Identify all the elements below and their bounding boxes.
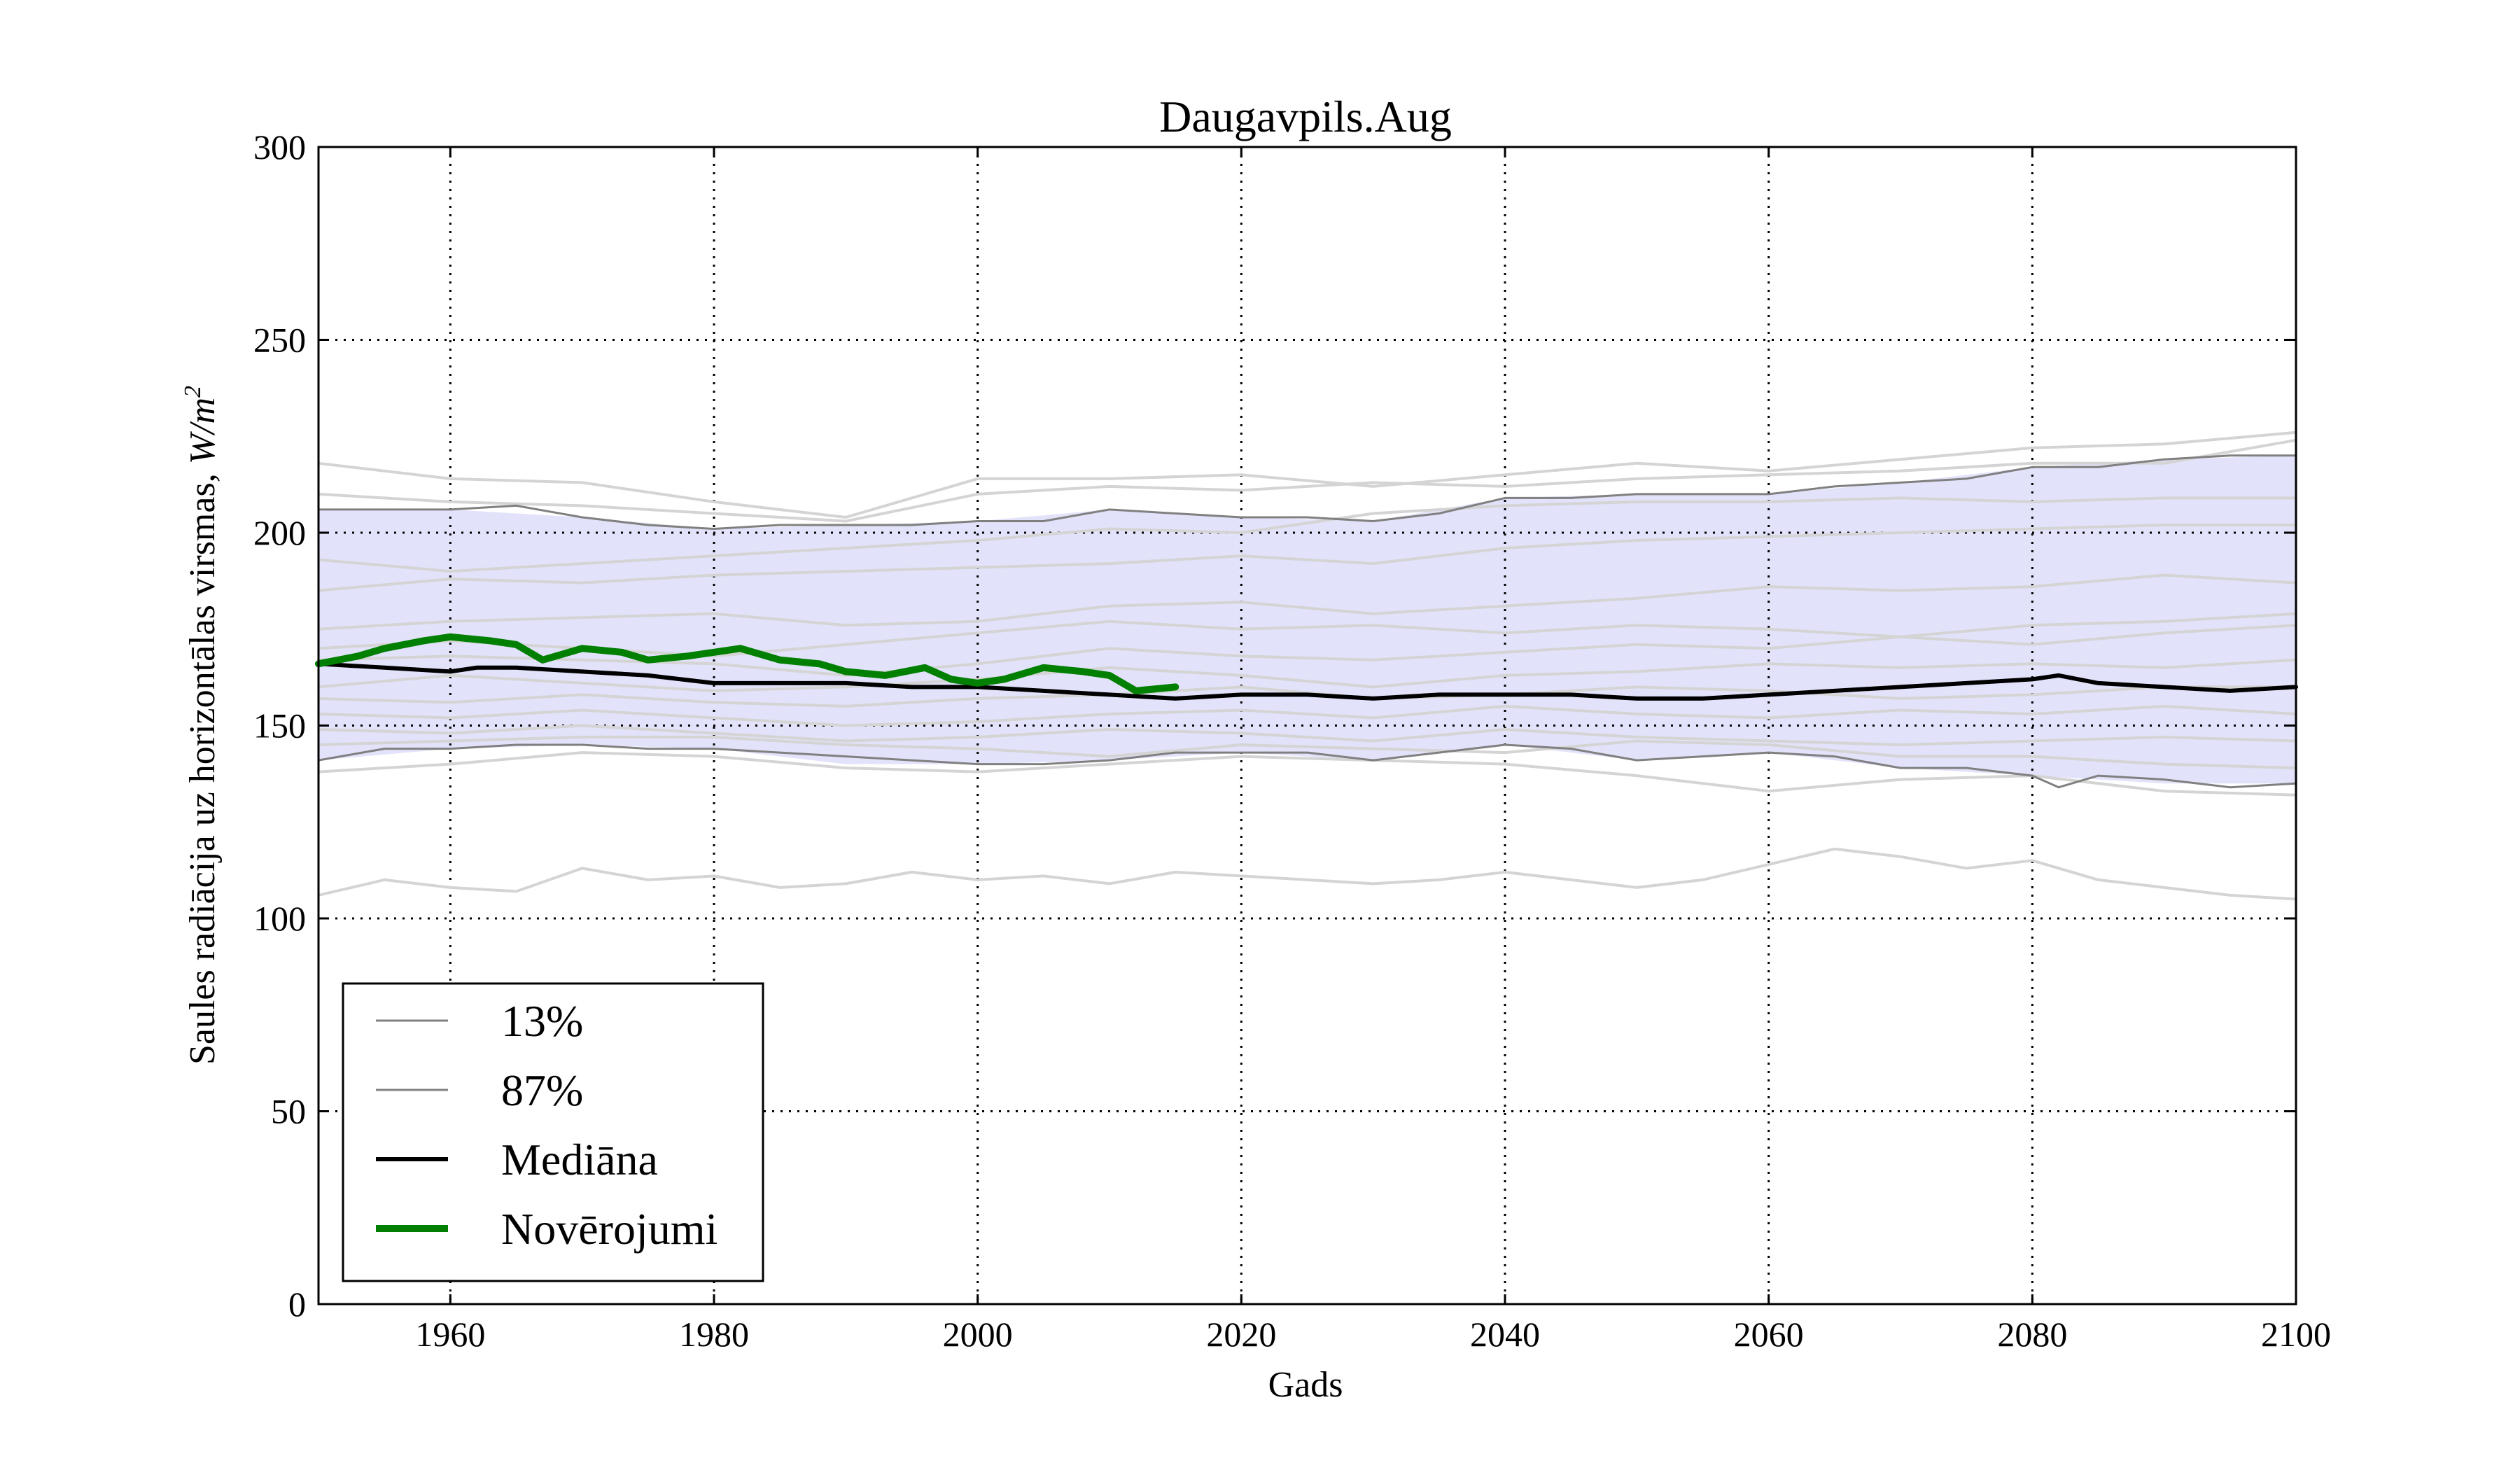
x-tick-labels: 1960 1980 2000 2020 2040 2060 2080 2100: [415, 1315, 2331, 1354]
x-tick-label: 2060: [1734, 1315, 1804, 1354]
ensemble-line-12: [318, 736, 2297, 770]
y-axis-label-unit: W/m: [183, 398, 223, 464]
legend-label-1: 13%: [501, 996, 583, 1046]
percentile-band: [318, 455, 2296, 784]
y-tick-label: 100: [253, 899, 306, 938]
x-tick-label: 2040: [1470, 1315, 1540, 1354]
series-lines: [315, 454, 2298, 789]
ensemble-line-3: [318, 496, 2296, 573]
legend: 13% 87% Mediāna Novērojumi: [342, 982, 764, 1282]
x-tick-label: 1960: [415, 1315, 485, 1354]
y-tick-label: 50: [271, 1092, 306, 1131]
y-tick-label: 250: [253, 321, 306, 360]
percentile-band-area: [318, 455, 2296, 784]
legend-label-3: Mediāna: [501, 1135, 658, 1184]
chart-title: Daugavpils.Aug: [1159, 92, 1452, 141]
y-tick-label: 0: [288, 1284, 306, 1324]
x-tick-label: 2100: [2261, 1315, 2331, 1354]
ensemble-line-10: [318, 704, 2297, 727]
ensemble-line-2: [318, 438, 2297, 523]
ensemble-line-6: [318, 612, 2297, 658]
series-line-1: [317, 743, 2297, 789]
ensemble-line-5: [318, 573, 2297, 631]
series-line-4: [315, 633, 1180, 694]
series-line-3: [316, 662, 2298, 701]
ensemble-line-13: [318, 751, 2297, 797]
x-tick-label: 2020: [1206, 1315, 1276, 1354]
y-tick-label: 200: [253, 513, 306, 552]
x-axis-label: Gads: [1268, 1365, 1343, 1405]
y-tick-label: 150: [253, 706, 306, 746]
y-axis-label-text: Saules radiācija uz horizontālas virsmas…: [183, 464, 223, 1065]
series-line-2: [317, 454, 2297, 530]
ensemble-line-8: [318, 658, 2297, 692]
ensemble-line-4: [318, 524, 2296, 592]
y-tick-label: 300: [253, 127, 306, 167]
tick-marks: [318, 146, 2297, 1306]
x-tick-label: 2080: [1997, 1315, 2067, 1354]
y-tick-labels: 0 50 100 150 200 250 300: [253, 127, 306, 1324]
ensemble-line-1: [318, 430, 2297, 519]
ensemble-line-11: [318, 724, 2297, 746]
legend-label-4: Novērojumi: [501, 1204, 718, 1254]
y-axis-label-exponent: 2: [180, 386, 206, 398]
x-tick-label: 1980: [679, 1315, 749, 1354]
y-axis-label: Saules radiācija uz horizontālas virsmas…: [180, 386, 223, 1065]
ensemble-line-14: [318, 847, 2297, 901]
x-tick-label: 2000: [943, 1315, 1013, 1354]
legend-label-2: 87%: [501, 1065, 583, 1115]
